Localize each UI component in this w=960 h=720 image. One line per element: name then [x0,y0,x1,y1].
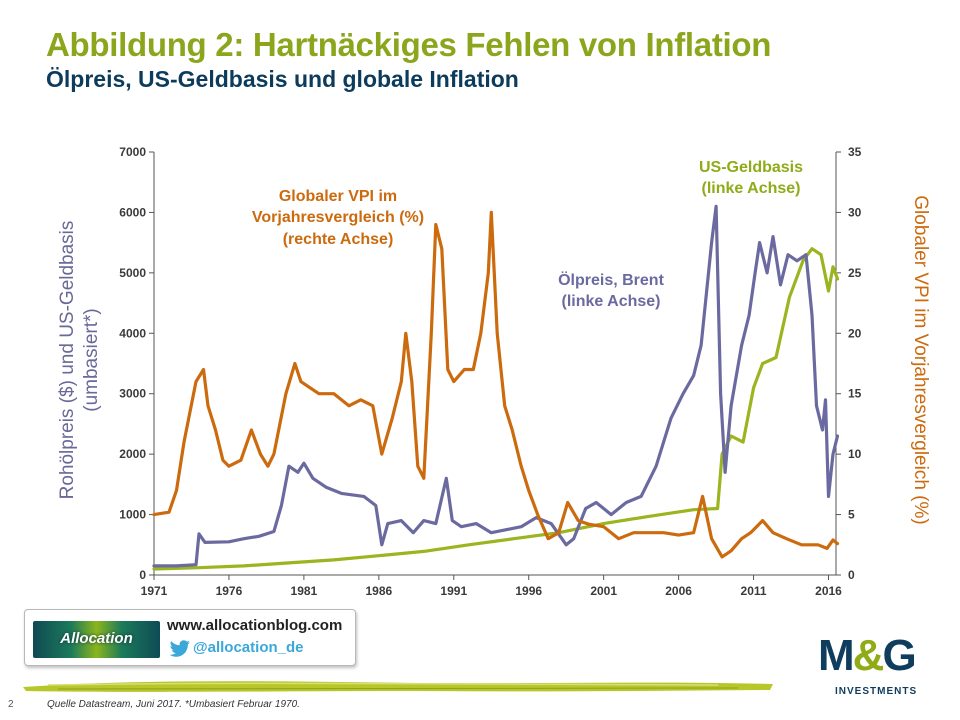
money-base-line [152,247,840,571]
x-tick-label: 2006 [665,584,692,598]
y-right-title: Globaler VPI im Vorjahresvergleich (%) [910,195,931,524]
y-right-tick-label: 30 [848,205,862,219]
blog-website-link[interactable]: www.allocationblog.com [167,617,343,634]
mb-label-line2: (linke Achse) [702,180,801,197]
x-tick-label: 1971 [141,584,168,598]
slide-subtitle: Ölpreis, US-Geldbasis und globale Inflat… [46,66,519,92]
cpi-label-line2: Vorjahresvergleich (%) [252,209,424,226]
y-right-tick-label: 0 [848,568,855,582]
y-left-tick-label: 7000 [119,145,146,159]
y-left-tick-label: 1000 [119,508,146,522]
cpi-label-line1: Globaler VPI im [279,188,397,205]
line-chart: 0 1000 2000 3000 4000 5000 6000 7000 0 5 10 15 20 25… [57,145,931,598]
y-right-tick-label: 15 [848,387,862,401]
allocation-logo: Allocation [33,621,160,658]
oil-label-line1: Ölpreis, Brent [558,270,664,289]
y-right-tick-label: 5 [848,508,855,522]
x-tick-label: 2011 [741,584,767,598]
source-note: Quelle Datastream, Juni 2017. *Umbasiert… [47,699,300,710]
mg-logo: M&G [818,631,917,681]
y-right-tick-label: 10 [848,447,862,461]
x-tick-label: 1981 [291,584,318,598]
y-left-title-line2: (umbasiert*) [81,308,102,411]
x-tick-label: 1991 [440,584,467,598]
y-left-ticks: 0 1000 2000 3000 4000 5000 6000 7000 [119,145,154,582]
blog-promo-box[interactable]: Allocation www.allocationblog.com @alloc… [24,609,356,666]
y-left-tick-label: 5000 [119,266,146,280]
mg-logo-m: M [818,631,855,680]
oil-label-line2: (linke Achse) [562,293,661,310]
y-left-tick-label: 4000 [119,326,146,340]
x-tick-label: 2016 [815,584,842,598]
x-tick-label: 1976 [216,584,243,598]
y-right-tick-label: 25 [848,266,862,280]
slide-title: Abbildung 2: Hartnäckiges Fehlen von Inf… [46,26,772,63]
y-left-tick-label: 6000 [119,205,146,219]
x-tick-label: 2001 [590,584,617,598]
series-layer [152,204,840,571]
mb-label-line1: US-Geldbasis [699,159,803,176]
mg-logo-g: G [882,631,916,680]
y-left-tick-label: 3000 [119,387,146,401]
twitter-handle-link[interactable]: @allocation_de [193,639,304,656]
mg-logo-tagline: INVESTMENTS [835,686,918,697]
twitter-bird-icon [169,640,190,657]
y-left-title-line1: Rohölpreis ($) und US-Geldbasis [57,221,78,500]
y-right-tick-label: 20 [848,326,862,340]
x-tick-label: 1996 [515,584,542,598]
x-tick-label: 1986 [365,584,392,598]
page-number: 2 [8,699,14,710]
y-right-tick-label: 35 [848,145,862,159]
decorative-brush-stroke [23,681,773,692]
cpi-label-line3: (rechte Achse) [283,231,394,248]
mg-logo-ampersand: & [852,631,885,680]
global-cpi-line [152,210,840,559]
oil-price-line [152,204,840,568]
y-left-tick-label: 0 [139,568,146,582]
y-left-tick-label: 2000 [119,447,146,461]
x-ticks: 1971 1976 1981 1986 1991 1996 2001 2006 2011 2016 [141,575,842,598]
allocation-logo-text: Allocation [60,630,133,647]
y-right-ticks: 0 5 10 15 20 25 30 35 [836,145,862,582]
